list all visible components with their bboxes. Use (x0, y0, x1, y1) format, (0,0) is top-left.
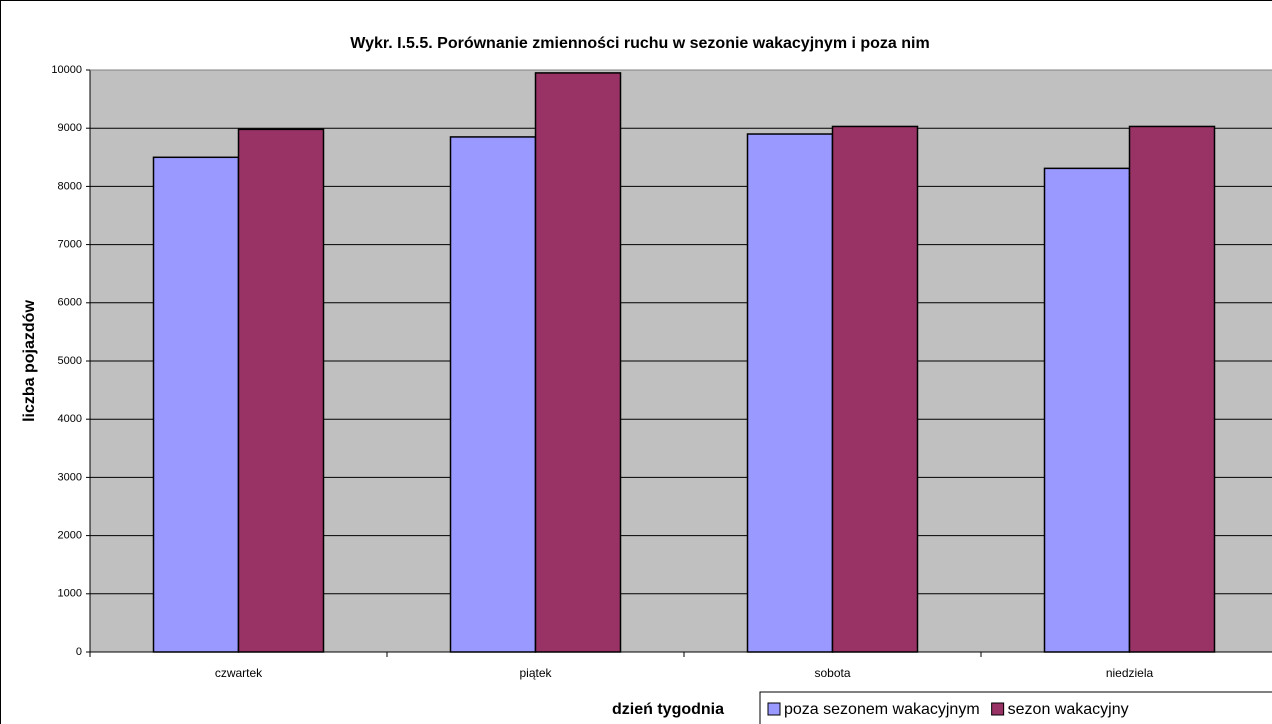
bar (1128, 125, 1216, 653)
y-tick-label: 9000 (58, 122, 82, 134)
y-tick-label: 7000 (58, 239, 82, 251)
bar (1043, 167, 1131, 653)
y-tick-label: 10000 (51, 64, 82, 76)
y-tick-label: 3000 (58, 471, 82, 483)
x-tick-label: sobota (814, 666, 850, 680)
legend-label: sezon wakacyjny (1008, 701, 1129, 718)
legend-box (759, 691, 1272, 724)
chart-title: Wykr. I.5.5. Porównanie zmienności ruchu… (350, 35, 929, 52)
y-axis-label: liczba pojazdów (21, 300, 38, 422)
bar (534, 72, 622, 653)
legend-swatch (991, 702, 1005, 716)
x-axis-label: dzień tygodnia (612, 701, 724, 718)
y-tick-label: 5000 (58, 355, 82, 367)
bar (152, 156, 240, 653)
x-tick-label: piątek (519, 666, 552, 680)
legend-label: poza sezonem wakacyjnym (784, 701, 980, 718)
bar (449, 136, 537, 653)
y-tick-label: 0 (76, 646, 82, 658)
x-tick-label: czwartek (215, 666, 263, 680)
bar (831, 125, 919, 653)
bar (237, 128, 325, 653)
legend-swatch (767, 702, 781, 716)
y-tick-label: 6000 (58, 297, 82, 309)
bar (746, 133, 834, 653)
x-tick-label: niedziela (1106, 666, 1154, 680)
y-tick-label: 4000 (58, 413, 82, 425)
y-tick-label: 8000 (58, 180, 82, 192)
y-tick-label: 2000 (58, 530, 82, 542)
y-tick-label: 1000 (58, 588, 82, 600)
legend: poza sezonem wakacyjnym sezon wakacyjny (759, 691, 1272, 724)
